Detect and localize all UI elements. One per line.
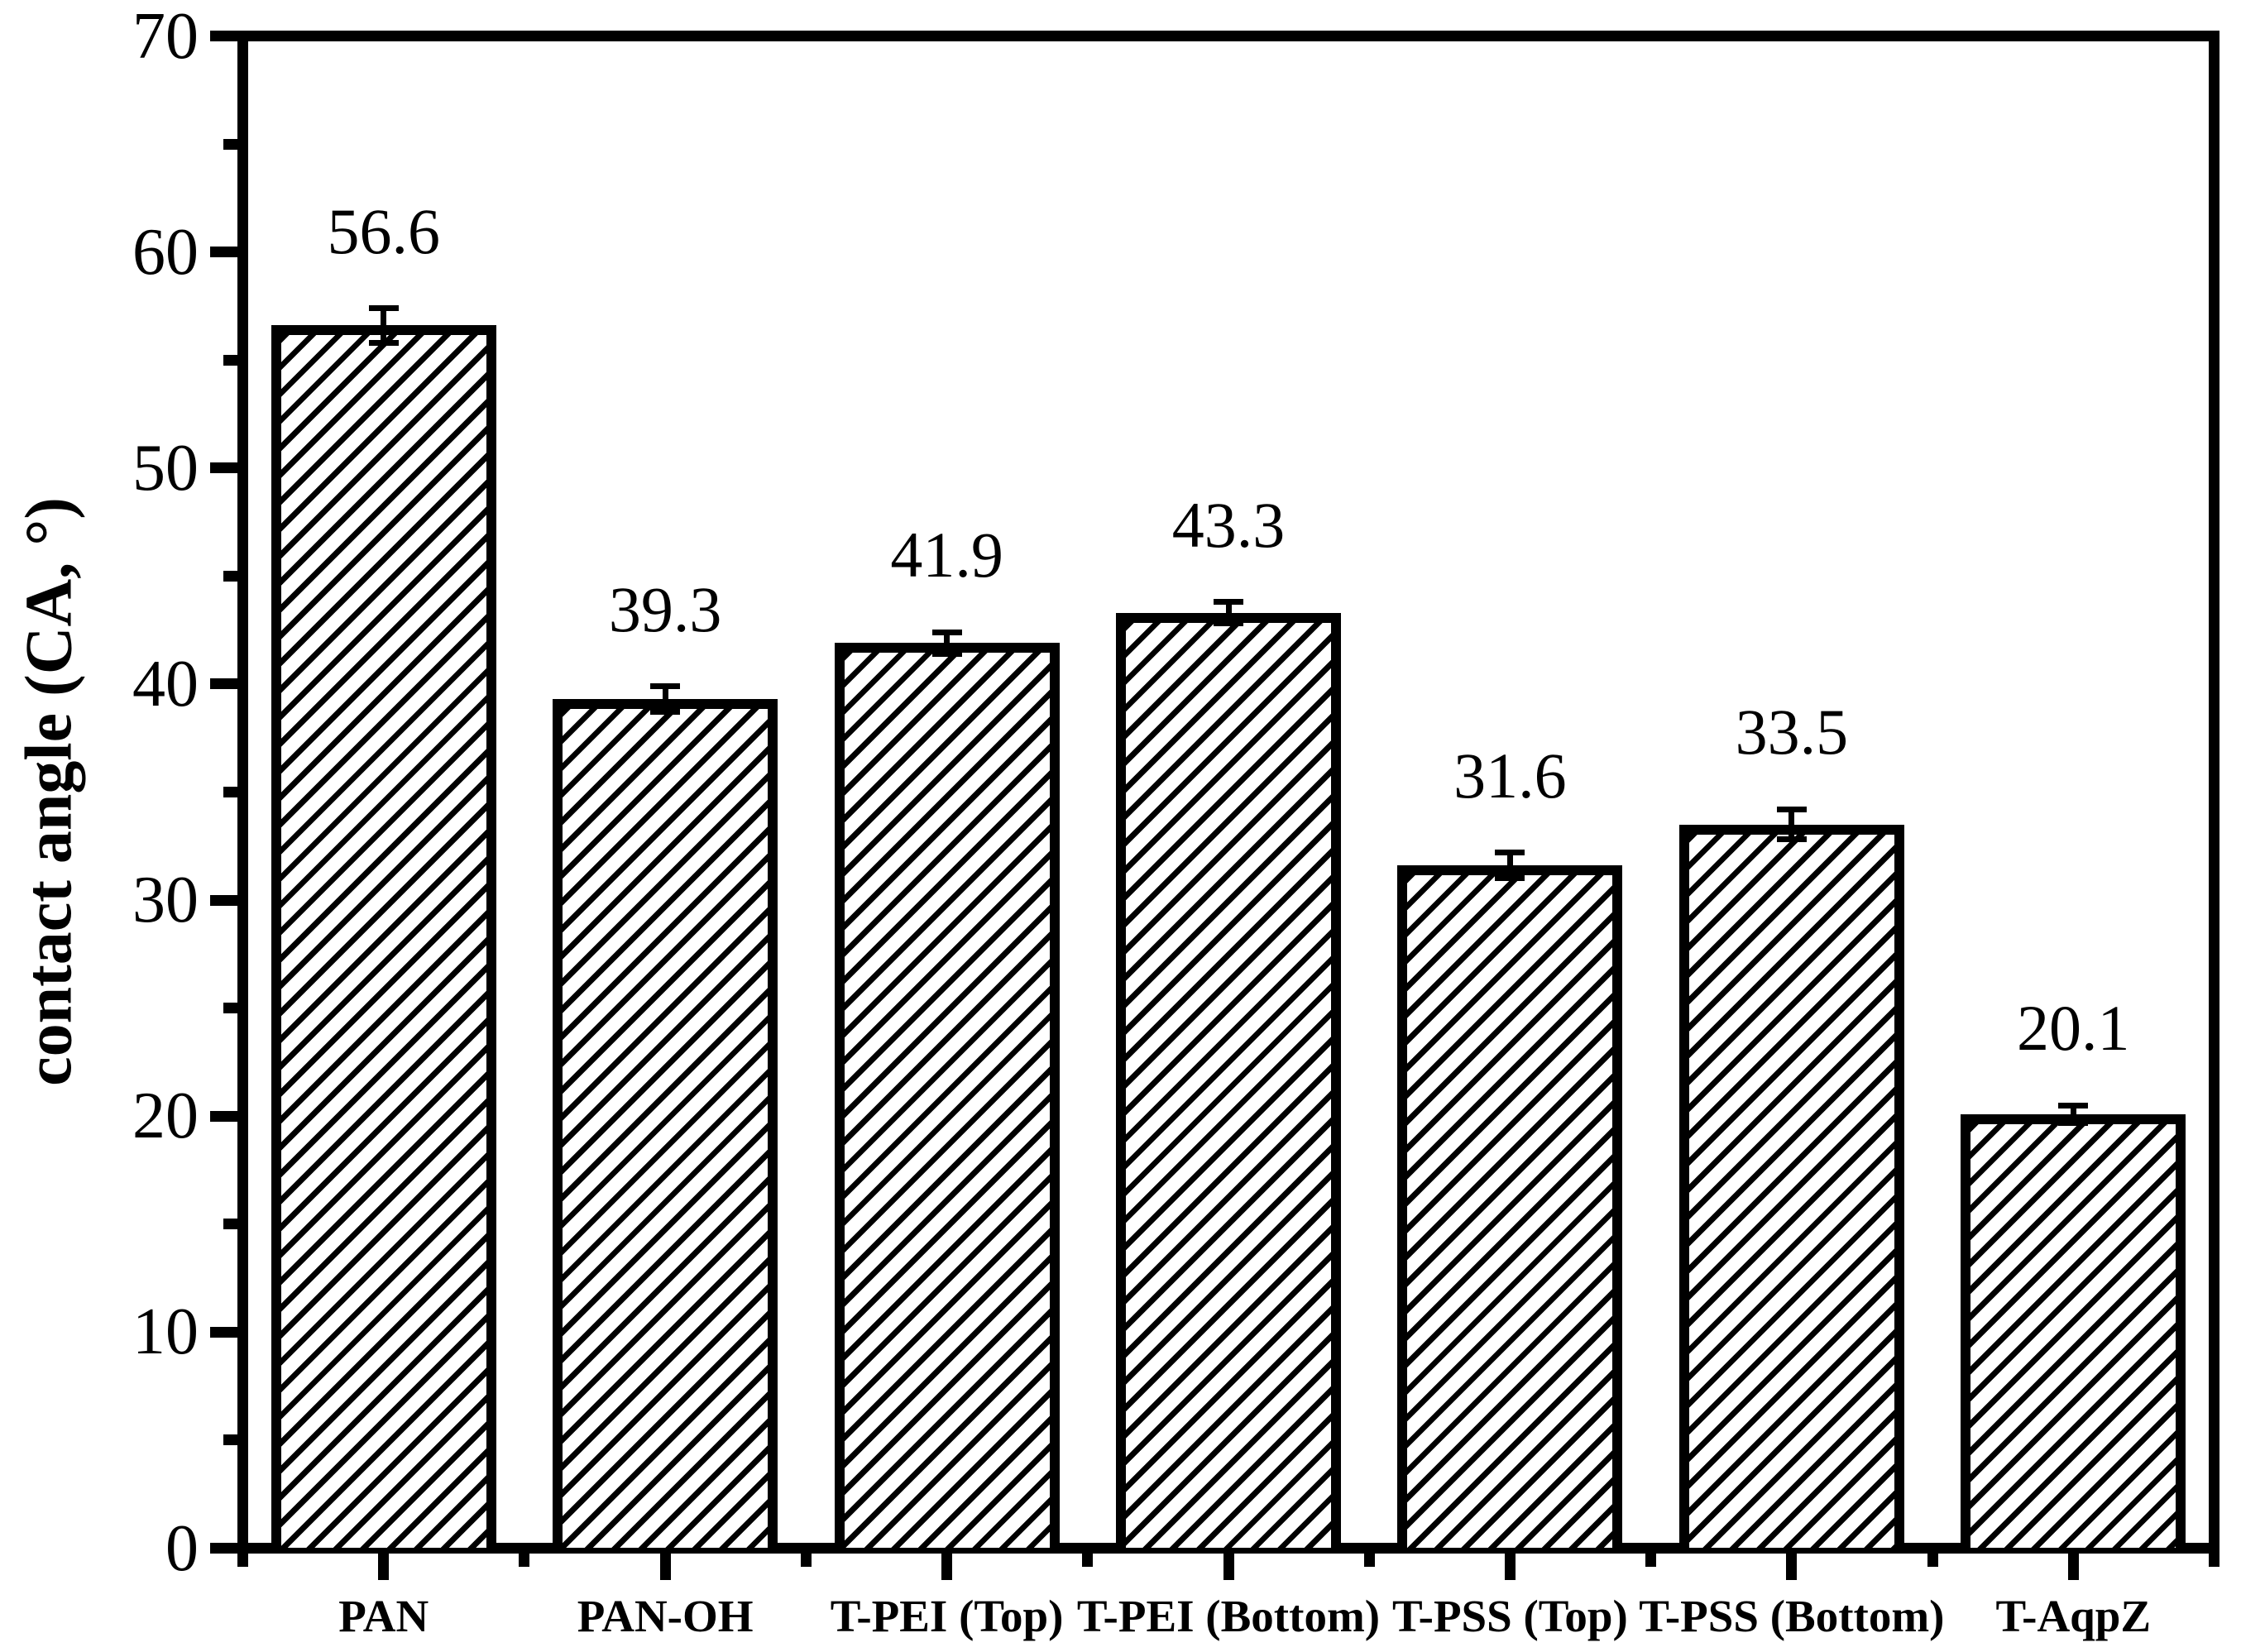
x-axis-category-label: T-PSS (Bottom) [1639,1591,1945,1641]
x-axis-category-label: T-PSS (Top) [1392,1591,1628,1641]
x-axis-major-tick [1504,1553,1516,1580]
y-axis-major-tick [210,31,237,41]
bar-value-label: 43.3 [1171,488,1286,561]
bar [834,643,1060,1549]
x-axis-minor-tick [237,1553,248,1567]
error-bar [1788,809,1795,840]
y-axis-minor-tick [223,787,237,797]
y-axis-tick-label: 10 [132,1295,199,1369]
x-axis-minor-tick [1645,1553,1657,1567]
y-axis-tick-label: 0 [165,1511,199,1585]
error-bar-cap [2058,1102,2089,1109]
bar-value-label: 56.6 [327,194,440,267]
error-bar-cap [1776,806,1807,812]
x-axis-minor-tick [1927,1553,1938,1567]
bar [271,325,496,1549]
y-axis-tick-label: 60 [132,215,199,289]
x-axis-category-label: T-PEI (Bottom) [1076,1591,1381,1641]
x-axis-minor-tick [519,1553,530,1567]
y-axis-major-tick [210,678,237,690]
x-axis-major-tick [1223,1553,1234,1580]
x-axis-category-label: PAN-OH [577,1591,754,1641]
y-axis-major-tick [210,1110,237,1122]
bar [1961,1113,2186,1549]
plot-area [237,31,2219,1554]
error-bar-cap [650,683,681,690]
error-bar-cap [1776,836,1807,843]
bar-value-label: 31.6 [1453,739,1567,812]
bar-value-label: 39.3 [608,572,722,645]
y-axis-minor-tick [223,138,237,150]
bar-value-label: 41.9 [890,519,1003,591]
error-bar [1225,601,1232,624]
y-axis-minor-tick [223,570,237,582]
y-axis-major-tick [210,462,237,474]
x-axis-major-tick [2067,1553,2079,1580]
error-bar [662,686,668,712]
bar-value-label: 20.1 [2017,992,2130,1065]
y-axis-major-tick [210,1543,237,1554]
error-bar-cap [368,305,399,312]
bar [1397,865,1623,1549]
error-bar-cap [931,650,962,657]
y-axis-tick-label: 70 [132,0,199,73]
error-bar-cap [931,629,962,635]
y-axis-tick-label: 40 [132,647,199,721]
y-axis-major-tick [210,1326,237,1338]
y-axis-major-tick [210,894,237,906]
bar-value-label: 33.5 [1735,696,1849,769]
y-axis-minor-tick [223,354,237,366]
y-axis-tick-label: 30 [132,864,199,937]
error-bar-cap [1214,620,1243,627]
bar [1678,824,1904,1549]
x-axis-minor-tick [800,1553,812,1567]
x-axis-major-tick [1786,1553,1798,1580]
x-axis-minor-tick [2209,1553,2219,1567]
error-bar-cap [650,709,681,716]
x-axis-category-label: T-PEI (Top) [830,1591,1064,1641]
bar [1116,612,1341,1549]
x-axis-major-tick [941,1553,953,1580]
error-bar [381,308,387,343]
x-axis-major-tick [659,1553,671,1580]
y-axis-minor-tick [223,1219,237,1230]
error-bar-cap [1495,850,1525,856]
error-bar-cap [2058,1119,2089,1126]
y-axis-major-tick [210,247,237,258]
x-axis-category-label: T-AqpZ [1995,1591,2152,1641]
y-axis-tick-label: 50 [132,431,199,505]
bar [553,699,778,1549]
x-axis-category-label: PAN [338,1591,429,1641]
y-axis-title: contact angle (CA, °) [12,497,86,1086]
error-bar [1506,852,1513,879]
x-axis-major-tick [378,1553,390,1580]
y-axis-tick-label: 20 [132,1080,199,1153]
y-axis-minor-tick [223,1434,237,1446]
error-bar [2070,1105,2076,1123]
x-axis-minor-tick [1363,1553,1375,1567]
error-bar-cap [1214,599,1243,606]
error-bar-cap [1495,875,1525,882]
y-axis-minor-tick [223,1003,237,1014]
error-bar-cap [368,339,399,346]
x-axis-minor-tick [1082,1553,1094,1567]
error-bar [944,632,951,654]
